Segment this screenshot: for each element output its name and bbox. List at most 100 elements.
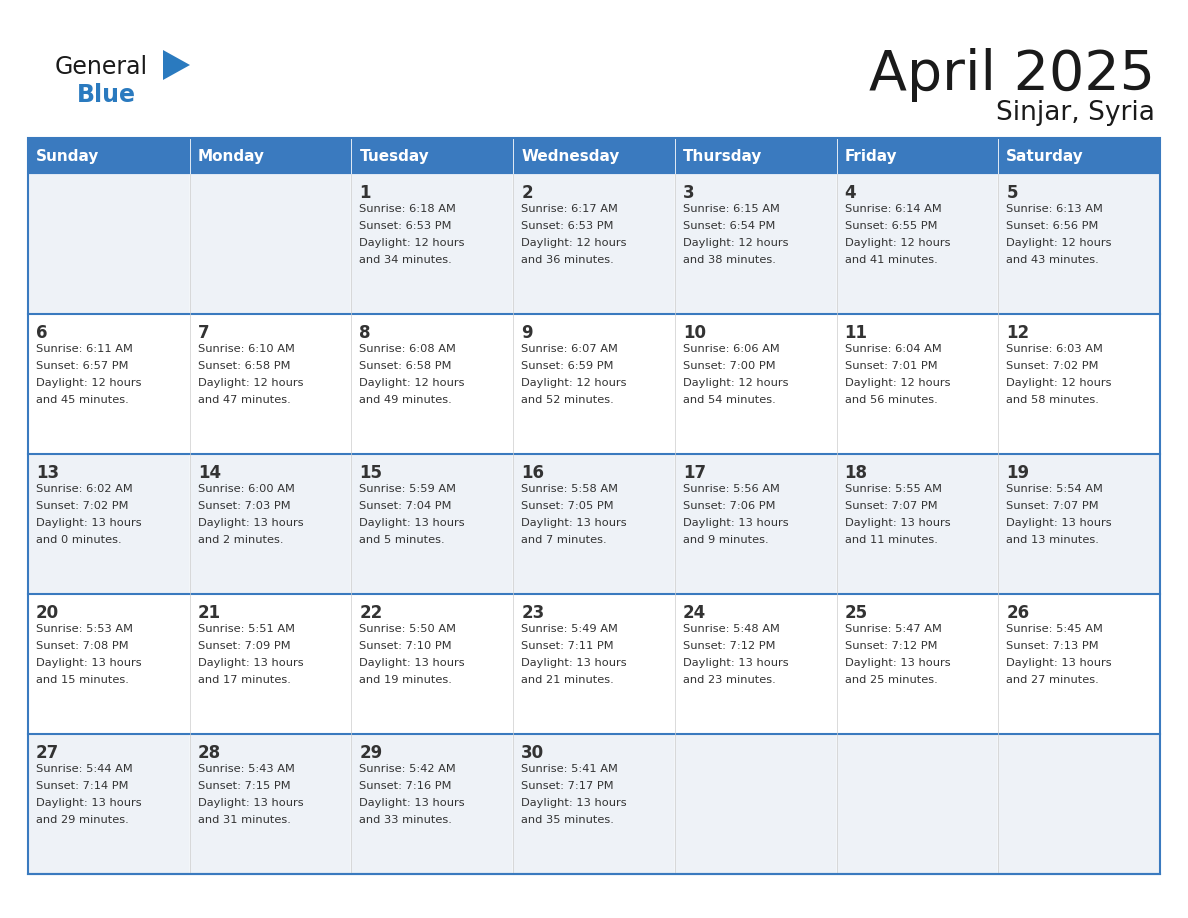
Text: Daylight: 13 hours: Daylight: 13 hours	[1006, 658, 1112, 668]
Text: Sunrise: 5:44 AM: Sunrise: 5:44 AM	[36, 764, 133, 774]
Text: Daylight: 12 hours: Daylight: 12 hours	[522, 378, 626, 388]
Text: Daylight: 12 hours: Daylight: 12 hours	[522, 238, 626, 248]
Text: Sunrise: 6:03 AM: Sunrise: 6:03 AM	[1006, 344, 1104, 354]
Text: and 29 minutes.: and 29 minutes.	[36, 815, 128, 825]
Text: 12: 12	[1006, 324, 1030, 342]
Polygon shape	[163, 50, 190, 80]
Text: Sunset: 6:58 PM: Sunset: 6:58 PM	[197, 361, 290, 371]
Text: and 58 minutes.: and 58 minutes.	[1006, 395, 1099, 405]
Text: Sunset: 7:15 PM: Sunset: 7:15 PM	[197, 781, 290, 791]
Text: Sunrise: 6:00 AM: Sunrise: 6:00 AM	[197, 484, 295, 494]
Bar	[513, 594, 675, 734]
Text: Sunrise: 5:59 AM: Sunrise: 5:59 AM	[360, 484, 456, 494]
Text: Sunset: 7:14 PM: Sunset: 7:14 PM	[36, 781, 128, 791]
Text: Daylight: 13 hours: Daylight: 13 hours	[522, 518, 627, 528]
Text: Saturday: Saturday	[1006, 149, 1083, 163]
Text: Daylight: 13 hours: Daylight: 13 hours	[522, 658, 627, 668]
Bar	[513, 138, 675, 174]
Text: and 34 minutes.: and 34 minutes.	[360, 255, 453, 265]
Text: and 11 minutes.: and 11 minutes.	[845, 535, 937, 545]
Text: Sunset: 6:53 PM: Sunset: 6:53 PM	[522, 221, 614, 231]
Bar	[352, 314, 513, 454]
Text: and 0 minutes.: and 0 minutes.	[36, 535, 121, 545]
Bar	[836, 594, 998, 734]
Text: Sunset: 6:53 PM: Sunset: 6:53 PM	[360, 221, 451, 231]
Text: and 36 minutes.: and 36 minutes.	[522, 255, 614, 265]
Text: 21: 21	[197, 604, 221, 622]
Text: Daylight: 12 hours: Daylight: 12 hours	[683, 378, 789, 388]
Text: Daylight: 13 hours: Daylight: 13 hours	[360, 798, 465, 808]
Bar	[675, 314, 836, 454]
Text: Sunrise: 5:54 AM: Sunrise: 5:54 AM	[1006, 484, 1104, 494]
Text: and 43 minutes.: and 43 minutes.	[1006, 255, 1099, 265]
Text: Thursday: Thursday	[683, 149, 763, 163]
Text: 19: 19	[1006, 464, 1030, 482]
Text: April 2025: April 2025	[868, 48, 1155, 102]
Text: Sunrise: 6:11 AM: Sunrise: 6:11 AM	[36, 344, 133, 354]
Text: Sunset: 7:17 PM: Sunset: 7:17 PM	[522, 781, 614, 791]
Text: Daylight: 12 hours: Daylight: 12 hours	[360, 378, 465, 388]
Text: 7: 7	[197, 324, 209, 342]
Text: 9: 9	[522, 324, 532, 342]
Bar	[352, 734, 513, 874]
Text: Sunset: 7:11 PM: Sunset: 7:11 PM	[522, 641, 614, 651]
Text: Sunset: 7:07 PM: Sunset: 7:07 PM	[845, 501, 937, 511]
Text: and 9 minutes.: and 9 minutes.	[683, 535, 769, 545]
Text: Sunset: 6:54 PM: Sunset: 6:54 PM	[683, 221, 776, 231]
Bar	[513, 314, 675, 454]
Text: and 25 minutes.: and 25 minutes.	[845, 675, 937, 685]
Text: and 33 minutes.: and 33 minutes.	[360, 815, 453, 825]
Bar	[352, 174, 513, 314]
Text: 3: 3	[683, 184, 695, 202]
Bar	[513, 734, 675, 874]
Text: Daylight: 13 hours: Daylight: 13 hours	[36, 658, 141, 668]
Text: Daylight: 13 hours: Daylight: 13 hours	[197, 798, 303, 808]
Text: Sunset: 7:12 PM: Sunset: 7:12 PM	[845, 641, 937, 651]
Text: and 49 minutes.: and 49 minutes.	[360, 395, 453, 405]
Bar	[513, 174, 675, 314]
Text: Daylight: 13 hours: Daylight: 13 hours	[36, 798, 141, 808]
Text: Daylight: 12 hours: Daylight: 12 hours	[1006, 378, 1112, 388]
Bar	[998, 454, 1159, 594]
Text: Daylight: 13 hours: Daylight: 13 hours	[197, 658, 303, 668]
Text: Sunrise: 5:55 AM: Sunrise: 5:55 AM	[845, 484, 942, 494]
Text: 24: 24	[683, 604, 706, 622]
Bar	[836, 734, 998, 874]
Bar	[675, 174, 836, 314]
Text: Sunset: 6:59 PM: Sunset: 6:59 PM	[522, 361, 614, 371]
Text: Sunset: 7:07 PM: Sunset: 7:07 PM	[1006, 501, 1099, 511]
Bar	[998, 174, 1159, 314]
Text: Sunset: 7:06 PM: Sunset: 7:06 PM	[683, 501, 776, 511]
Text: Sunset: 7:02 PM: Sunset: 7:02 PM	[36, 501, 128, 511]
Text: Sunset: 7:05 PM: Sunset: 7:05 PM	[522, 501, 614, 511]
Text: Sunset: 7:08 PM: Sunset: 7:08 PM	[36, 641, 128, 651]
Bar	[29, 594, 190, 734]
Bar	[352, 138, 513, 174]
Bar	[675, 594, 836, 734]
Text: 1: 1	[360, 184, 371, 202]
Text: Daylight: 12 hours: Daylight: 12 hours	[36, 378, 141, 388]
Bar	[836, 174, 998, 314]
Text: Daylight: 13 hours: Daylight: 13 hours	[522, 798, 627, 808]
Bar	[29, 174, 190, 314]
Text: Sunrise: 5:41 AM: Sunrise: 5:41 AM	[522, 764, 618, 774]
Text: 18: 18	[845, 464, 867, 482]
Text: Daylight: 12 hours: Daylight: 12 hours	[1006, 238, 1112, 248]
Text: 8: 8	[360, 324, 371, 342]
Text: and 31 minutes.: and 31 minutes.	[197, 815, 291, 825]
Text: Sunrise: 5:48 AM: Sunrise: 5:48 AM	[683, 624, 779, 634]
Text: Friday: Friday	[845, 149, 897, 163]
Text: Daylight: 13 hours: Daylight: 13 hours	[360, 658, 465, 668]
Bar	[352, 594, 513, 734]
Text: Sunrise: 6:02 AM: Sunrise: 6:02 AM	[36, 484, 133, 494]
Text: and 15 minutes.: and 15 minutes.	[36, 675, 128, 685]
Text: Sunset: 7:03 PM: Sunset: 7:03 PM	[197, 501, 290, 511]
Text: Sunrise: 5:51 AM: Sunrise: 5:51 AM	[197, 624, 295, 634]
Text: Sunrise: 5:53 AM: Sunrise: 5:53 AM	[36, 624, 133, 634]
Text: 22: 22	[360, 604, 383, 622]
Bar	[190, 594, 352, 734]
Text: Daylight: 12 hours: Daylight: 12 hours	[683, 238, 789, 248]
Text: 5: 5	[1006, 184, 1018, 202]
Text: 6: 6	[36, 324, 48, 342]
Text: 29: 29	[360, 744, 383, 762]
